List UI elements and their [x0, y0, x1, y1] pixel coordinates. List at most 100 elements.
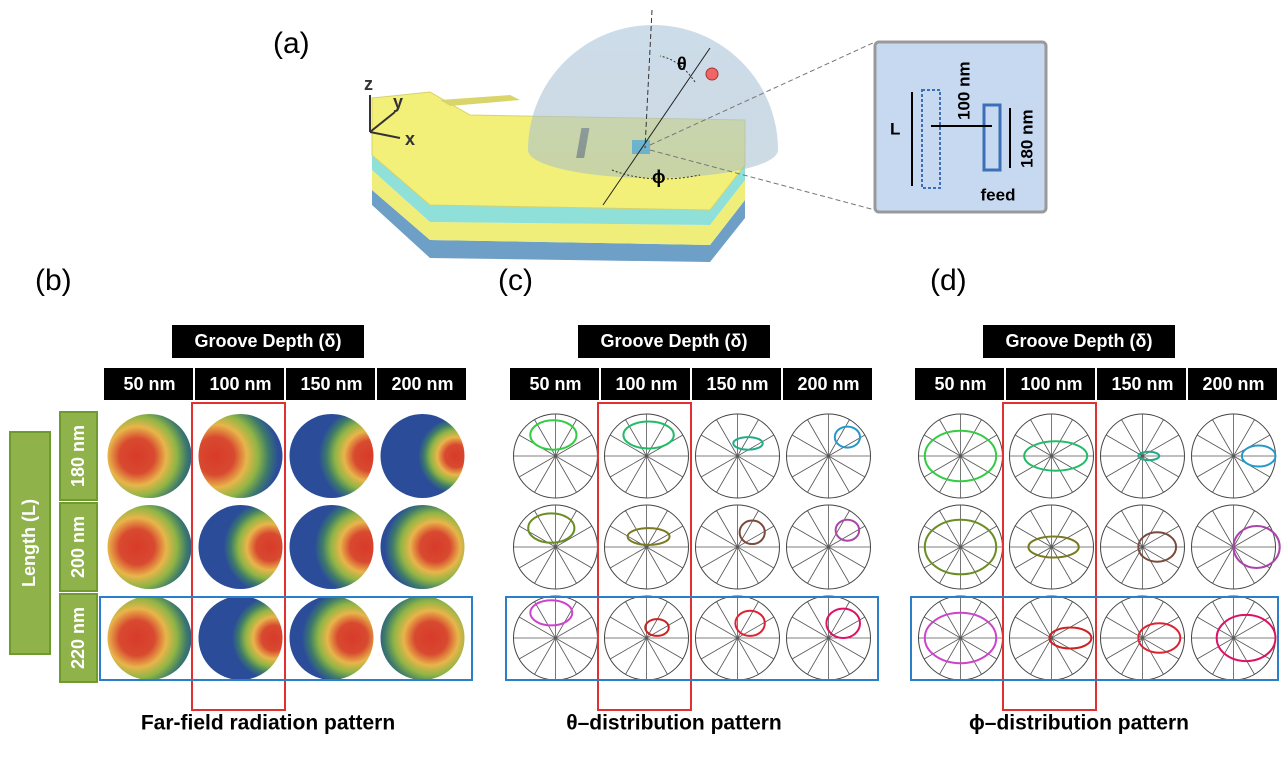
substrate	[372, 190, 745, 262]
polar-grid	[1100, 413, 1185, 499]
zoom-line	[649, 149, 876, 211]
pattern-lobe	[923, 518, 998, 576]
pattern-lobe	[529, 419, 578, 451]
column-box	[1188, 368, 1277, 400]
panel-label: (b)	[35, 264, 72, 297]
column-box	[195, 368, 284, 400]
pattern-lobe	[1137, 622, 1182, 654]
row-label: 220 nm	[68, 607, 88, 669]
column-box	[692, 368, 781, 400]
bottom-metal	[372, 170, 745, 245]
highlight-row	[910, 596, 1279, 681]
polar-spoke	[1105, 434, 1180, 478]
pattern-lobe	[732, 436, 764, 451]
column-box	[915, 368, 1004, 400]
caption: ϕ–distribution pattern	[969, 712, 1189, 735]
polar-spoke	[791, 434, 866, 478]
polar-grid	[1009, 413, 1094, 499]
pattern-lobe	[1137, 450, 1161, 462]
polar-grid	[918, 595, 1003, 681]
radiation-map	[380, 596, 465, 680]
polar-grid	[1100, 504, 1185, 590]
panel-label: (d)	[930, 264, 967, 297]
column-label: 50 nm	[934, 374, 986, 394]
header: Groove Depth (δ)	[601, 331, 748, 351]
column-label: 50 nm	[123, 374, 175, 394]
caption: Far-field radiation pattern	[141, 712, 395, 735]
direction-line	[602, 47, 711, 206]
inset-label: 180 nm	[1017, 109, 1036, 168]
polar-spoke	[1014, 434, 1089, 478]
header: Groove Depth (δ)	[195, 331, 342, 351]
inset-label: 100 nm	[954, 61, 973, 120]
polar-grid	[513, 413, 598, 499]
inset-label: L	[890, 119, 900, 138]
row-title-box	[9, 431, 51, 655]
axis-label: x	[405, 129, 415, 149]
pattern-lobe	[626, 527, 671, 546]
pattern-lobe	[1137, 531, 1178, 563]
polar-grid	[695, 504, 780, 590]
radiation-map	[289, 505, 374, 589]
observation-point	[705, 67, 719, 81]
polar-spoke	[791, 525, 866, 569]
radiation-map	[289, 596, 374, 680]
polar-grid	[604, 504, 689, 590]
phi-arc	[611, 169, 701, 180]
polar-spoke	[1014, 525, 1089, 569]
polar-grid	[604, 413, 689, 499]
polar-spoke	[923, 434, 998, 478]
header-box	[172, 325, 364, 358]
pattern-lobe	[1027, 535, 1080, 559]
polar-spoke	[609, 616, 684, 660]
groove-outline	[921, 89, 941, 189]
slot	[440, 95, 520, 106]
axis-label: z	[364, 74, 373, 94]
panel-label: (a)	[273, 27, 310, 60]
row-label: 180 nm	[68, 425, 88, 487]
polar-grid	[786, 595, 871, 681]
polar-spoke	[1014, 616, 1089, 660]
polar-spoke	[1196, 434, 1271, 478]
highlight-column	[1002, 402, 1097, 711]
radiation-map	[107, 505, 192, 589]
z-axis-line	[644, 9, 653, 149]
zoom-line	[649, 41, 876, 146]
polar-grid	[513, 504, 598, 590]
pattern-lobe	[1023, 440, 1089, 472]
column-label: 200 nm	[391, 374, 453, 394]
radiation-map	[380, 505, 465, 589]
radiation-map	[198, 505, 283, 589]
radiation-map	[289, 414, 374, 498]
column-label: 150 nm	[706, 374, 768, 394]
column-label: 200 nm	[1202, 374, 1264, 394]
radiation-map	[380, 414, 465, 498]
polar-spoke	[700, 525, 775, 569]
header-box	[983, 325, 1175, 358]
column-label: 150 nm	[300, 374, 362, 394]
column-box	[783, 368, 872, 400]
polar-grid	[918, 504, 1003, 590]
polar-spoke	[1196, 616, 1271, 660]
column-label: 200 nm	[797, 374, 859, 394]
panel-label: (c)	[498, 264, 533, 297]
theta-label: θ	[677, 54, 687, 74]
pattern-lobe	[923, 429, 998, 483]
polar-grid	[786, 504, 871, 590]
row-label-box	[59, 593, 98, 683]
pattern-lobe	[527, 512, 576, 544]
polar-grid	[1009, 504, 1094, 590]
polar-spoke	[923, 525, 998, 569]
polar-grid	[695, 413, 780, 499]
pattern-lobe	[1048, 626, 1093, 650]
pattern-lobe	[734, 609, 766, 637]
column-box	[1097, 368, 1186, 400]
pattern-lobe	[825, 607, 862, 639]
column-box	[377, 368, 466, 400]
polar-grid	[1009, 595, 1094, 681]
radiation-map	[107, 414, 192, 498]
caption: θ–distribution pattern	[566, 712, 782, 735]
polar-spoke	[700, 616, 775, 660]
polar-grid	[695, 595, 780, 681]
